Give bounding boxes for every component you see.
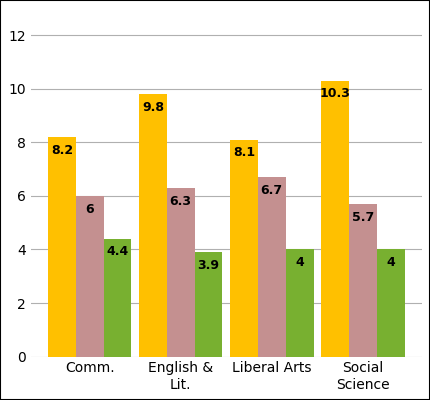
Text: 3.9: 3.9 xyxy=(197,259,220,272)
Text: 6.7: 6.7 xyxy=(261,184,283,197)
Bar xyxy=(195,252,222,357)
Text: 5.7: 5.7 xyxy=(352,210,374,224)
Text: 8.2: 8.2 xyxy=(51,144,73,157)
Bar xyxy=(321,81,349,357)
Text: 8.1: 8.1 xyxy=(233,146,255,159)
Text: 10.3: 10.3 xyxy=(319,87,350,100)
Bar xyxy=(139,94,167,357)
Bar xyxy=(258,177,286,357)
Text: 6: 6 xyxy=(86,202,94,216)
Text: 4: 4 xyxy=(295,256,304,269)
Bar xyxy=(377,250,405,357)
Bar xyxy=(76,196,104,357)
Text: 9.8: 9.8 xyxy=(142,101,164,114)
Text: 4: 4 xyxy=(386,256,395,269)
Bar xyxy=(48,137,76,357)
Bar xyxy=(230,140,258,357)
Bar xyxy=(167,188,195,357)
Text: 4.4: 4.4 xyxy=(107,246,129,258)
Text: 6.3: 6.3 xyxy=(170,194,192,208)
Bar xyxy=(349,204,377,357)
Bar xyxy=(286,250,313,357)
Bar xyxy=(104,239,132,357)
